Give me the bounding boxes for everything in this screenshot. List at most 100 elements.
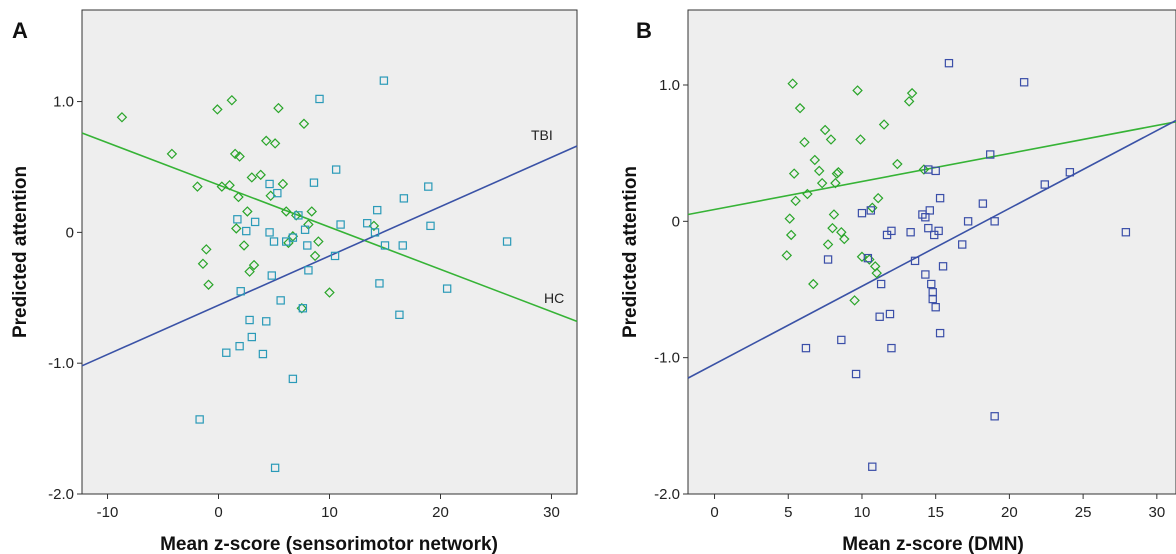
- square-marker: [424, 182, 433, 191]
- diamond-marker: [918, 164, 930, 175]
- diamond-marker: [203, 279, 214, 290]
- x-tick-label: 30: [1148, 504, 1165, 521]
- y-tick-label: -1.0: [48, 355, 74, 372]
- square-marker: [265, 228, 274, 237]
- square-marker: [921, 270, 930, 279]
- square-marker: [375, 279, 384, 288]
- square-marker: [242, 226, 251, 236]
- plot-area-a: [81, 9, 578, 495]
- y-tick-label: 1.0: [53, 94, 74, 111]
- diamond-marker: [808, 278, 819, 290]
- ticks-a: -10 0 10 20 30 -2.0 -1.0 0 1.0: [48, 94, 560, 521]
- diamond-marker: [849, 295, 860, 306]
- diamond-marker: [871, 267, 882, 279]
- square-marker: [288, 233, 298, 242]
- square-marker: [331, 165, 341, 174]
- square-marker: [887, 343, 896, 353]
- diamond-marker: [819, 124, 831, 136]
- y-axis-label-a: Predicted attention: [10, 166, 31, 338]
- y-tick-label: 0: [66, 224, 74, 241]
- square-marker: [442, 284, 452, 293]
- square-marker: [986, 150, 995, 159]
- diamond-marker: [787, 78, 798, 89]
- square-marker: [958, 240, 967, 249]
- square-marker: [927, 279, 936, 289]
- x-tick-label: 5: [784, 504, 792, 521]
- diamond-marker: [794, 102, 806, 114]
- diamond-marker: [852, 85, 863, 96]
- square-marker: [304, 266, 313, 275]
- diamond-marker: [827, 222, 838, 234]
- square-marker: [250, 217, 260, 227]
- chart-a: A Mean z-score (sensorimotor network) Pr…: [10, 9, 578, 554]
- y-axis-label-b: Predicted attention: [620, 166, 641, 338]
- square-marker: [294, 211, 303, 220]
- diamond-marker: [878, 119, 890, 130]
- diamond-marker: [197, 258, 209, 270]
- x-tick-label: 10: [854, 504, 871, 521]
- square-marker: [931, 166, 940, 176]
- square-marker: [866, 206, 876, 215]
- diamond-marker: [212, 104, 223, 115]
- square-marker: [1040, 180, 1049, 189]
- diamond-marker: [298, 118, 310, 130]
- diamond-marker: [833, 166, 844, 178]
- square-marker: [1065, 168, 1075, 177]
- y-tick-label: 0: [672, 213, 680, 230]
- x-tick-label: 25: [1075, 504, 1092, 521]
- square-marker: [925, 206, 934, 215]
- diamond-marker: [784, 213, 795, 224]
- diamond-marker: [234, 151, 245, 162]
- square-marker: [502, 237, 512, 246]
- diamond-marker: [830, 177, 841, 189]
- diamond-marker: [813, 165, 825, 177]
- diamond-marker: [781, 250, 793, 261]
- diamond-marker: [906, 87, 918, 99]
- diamond-marker: [864, 254, 875, 265]
- diamond-marker: [277, 178, 289, 190]
- square-marker: [315, 94, 324, 104]
- square-marker: [934, 226, 943, 236]
- square-marker: [309, 178, 319, 187]
- diamond-marker: [785, 229, 797, 241]
- x-tick-label: 10: [321, 504, 338, 521]
- diamond-marker: [192, 181, 203, 192]
- square-marker: [910, 256, 920, 266]
- x-tick-label: 20: [432, 504, 449, 521]
- diamond-marker: [260, 135, 272, 147]
- diamond-marker: [224, 180, 235, 191]
- square-marker: [1121, 228, 1131, 237]
- square-marker: [398, 241, 407, 250]
- x-tick-label: 30: [543, 504, 560, 521]
- diamond-marker: [255, 169, 266, 181]
- diamond-marker: [290, 210, 302, 221]
- square-marker: [823, 255, 833, 264]
- diamond-marker: [802, 188, 813, 200]
- diamond-marker: [166, 148, 178, 160]
- square-marker: [399, 194, 409, 203]
- diamond-marker: [233, 191, 244, 203]
- fit-line-tbi: [687, 119, 1176, 379]
- square-marker: [276, 296, 285, 305]
- square-marker: [395, 310, 404, 319]
- diamond-marker: [231, 223, 242, 234]
- square-marker: [195, 415, 204, 424]
- square-marker: [380, 241, 390, 250]
- diamond-marker: [872, 192, 884, 204]
- diamond-marker: [839, 233, 850, 245]
- x-axis-label-a: Mean z-score (sensorimotor network): [160, 534, 498, 554]
- diamond-marker: [116, 112, 128, 123]
- x-tick-label: -10: [97, 504, 119, 521]
- square-marker: [236, 287, 245, 296]
- diamond-marker: [825, 134, 837, 145]
- diamond-marker: [273, 102, 284, 114]
- y-tick-label: 1.0: [659, 77, 680, 94]
- square-marker: [270, 463, 280, 473]
- square-marker: [300, 225, 310, 234]
- fit-line-hc: [81, 132, 578, 323]
- diamond-marker: [790, 195, 801, 207]
- square-marker: [336, 220, 345, 229]
- square-marker: [245, 315, 254, 325]
- square-marker: [928, 288, 937, 297]
- y-tick-label: -1.0: [654, 350, 680, 367]
